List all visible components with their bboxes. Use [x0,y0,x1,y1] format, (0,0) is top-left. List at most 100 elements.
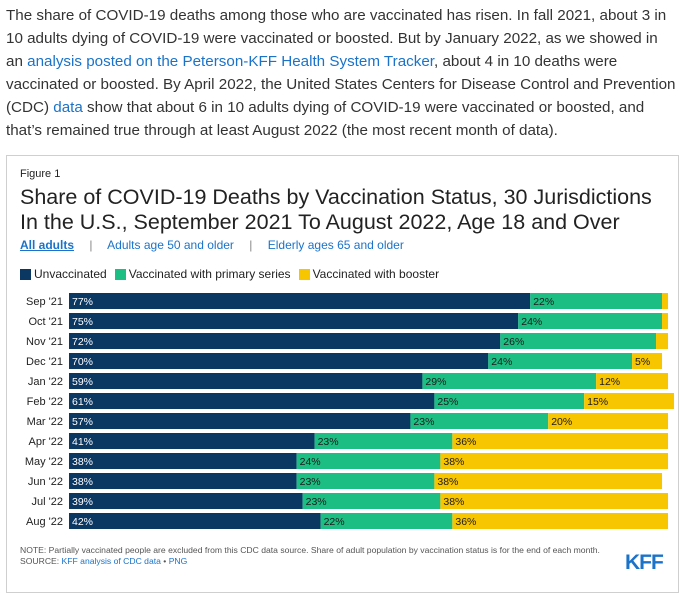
data-label-primary: 25% [437,396,458,408]
bar-segment-booster[interactable] [452,513,668,529]
bar-segment-unvaccinated[interactable] [69,513,321,529]
bar-segment-primary[interactable] [530,293,663,309]
tab-elderly-65[interactable]: Elderly ages 65 and older [267,238,404,252]
data-label-unvaccinated: 42% [72,516,93,528]
legend-label-primary: Vaccinated with primary series [128,267,291,281]
bar-segment-primary[interactable] [296,473,435,489]
data-label-primary: 22% [533,296,554,308]
data-label-unvaccinated: 59% [72,376,93,388]
data-label-booster: 20% [551,416,572,428]
bar-segment-unvaccinated[interactable] [69,413,411,429]
bar-segment-unvaccinated[interactable] [69,293,531,309]
bar-segment-unvaccinated[interactable] [69,313,519,329]
data-label-unvaccinated: 70% [72,356,93,368]
bar-segment-booster[interactable] [440,453,668,469]
legend-item-primary: Vaccinated with primary series [114,267,291,281]
data-label-booster: 38% [437,476,458,488]
legend-label-booster: Vaccinated with booster [312,267,440,281]
legend-item-unvaccinated: Unvaccinated [20,267,107,281]
bar-segment-primary[interactable] [500,333,657,349]
figure-label: Figure 1 [20,168,61,180]
data-label-primary: 23% [318,436,339,448]
category-label: Dec '21 [26,356,63,368]
data-label-booster: 38% [443,496,464,508]
bar-segment-unvaccinated[interactable] [69,353,489,369]
bar-segment-unvaccinated[interactable] [69,473,297,489]
png-download-link[interactable]: PNG [168,556,188,566]
data-label-booster: 15% [587,396,608,408]
data-label-primary: 26% [503,336,524,348]
bar-segment-primary[interactable] [302,493,441,509]
bar-segment-primary[interactable] [320,513,453,529]
category-label: Mar '22 [27,416,63,428]
cdc-data-link[interactable]: data [53,99,83,116]
data-label-booster: 38% [443,456,464,468]
legend-swatch-booster [298,268,310,280]
category-label: Oct '21 [28,316,63,328]
bar-segment-unvaccinated[interactable] [69,333,501,349]
data-label-unvaccinated: 41% [72,436,93,448]
data-label-primary: 24% [521,316,542,328]
bar-segment-booster[interactable] [656,333,668,349]
data-label-unvaccinated: 72% [72,336,93,348]
stacked-bar-chart: Sep '21 77% 22% Oct '21 75% 24% Nov '21 72% 26% D… [25,293,674,529]
intro-text-2: , about 4 in 10 deaths were vaccinated o… [6,53,676,116]
kff-logo: KFF [625,551,664,574]
data-label-primary: 24% [300,456,321,468]
intro-text-1: The share of COVID-19 deaths among those… [6,7,667,70]
data-label-unvaccinated: 39% [72,496,93,508]
category-label: Jan '22 [28,376,63,388]
note-text: NOTE: Partially vaccinated people are ex… [20,545,600,555]
category-label: May '22 [25,456,63,468]
bar-segment-primary[interactable] [410,413,549,429]
category-label: Aug '22 [26,516,63,528]
category-label: Feb '22 [27,396,63,408]
data-label-unvaccinated: 57% [72,416,93,428]
data-label-booster: 12% [599,376,620,388]
bar-segment-booster[interactable] [452,433,668,449]
bar-segment-unvaccinated[interactable] [69,373,423,389]
bar-segment-primary[interactable] [488,353,633,369]
bar-segment-booster[interactable] [596,373,668,389]
category-label: Apr '22 [28,436,63,448]
analysis-link[interactable]: analysis posted on the Peterson-KFF Heal… [27,53,434,70]
category-label: Sep '21 [26,296,63,308]
data-label-primary: 24% [491,356,512,368]
age-tabs: All adults | Adults age 50 and older | E… [20,238,404,252]
bar-segment-primary[interactable] [518,313,663,329]
category-label: Jun '22 [28,476,63,488]
source-line: SOURCE: KFF analysis of CDC data • PNG [20,556,620,567]
legend-item-booster: Vaccinated with booster [298,267,440,281]
source-link[interactable]: KFF analysis of CDC data [61,556,161,566]
tab-adults-50[interactable]: Adults age 50 and older [107,238,234,252]
intro-text-3: show that about 6 in 10 adults dying of … [6,99,645,139]
bar-segment-booster[interactable] [434,473,663,489]
bar-segment-booster[interactable] [548,413,668,429]
bar-segment-booster[interactable] [440,493,668,509]
bar-segment-primary[interactable] [422,373,597,389]
data-label-unvaccinated: 38% [72,456,93,468]
bar-segment-unvaccinated[interactable] [69,393,435,409]
data-label-booster: 36% [455,436,476,448]
bar-segment-primary[interactable] [314,433,453,449]
tab-separator: | [249,238,253,252]
legend-label-unvaccinated: Unvaccinated [34,267,107,281]
data-label-unvaccinated: 38% [72,476,93,488]
legend-swatch-unvaccinated [20,268,31,280]
bar-segment-booster[interactable] [632,353,663,369]
bar-segment-booster[interactable] [662,293,668,309]
intro-paragraph: The share of COVID-19 deaths among those… [6,4,678,142]
bar-segment-unvaccinated[interactable] [69,453,297,469]
tab-all-adults[interactable]: All adults [20,238,75,252]
bar-segment-primary[interactable] [434,393,585,409]
bar-segment-primary[interactable] [296,453,441,469]
bar-segment-booster[interactable] [662,313,668,329]
data-label-primary: 29% [425,376,446,388]
data-label-primary: 23% [300,476,321,488]
source-prefix: SOURCE: [20,556,62,566]
chart-title: Share of COVID-19 Deaths by Vaccination … [20,185,652,234]
bar-segment-unvaccinated[interactable] [69,433,315,449]
chart-legend: Unvaccinated Vaccinated with primary ser… [20,267,439,281]
bar-segment-unvaccinated[interactable] [69,493,303,509]
bar-segment-booster[interactable] [584,393,674,409]
